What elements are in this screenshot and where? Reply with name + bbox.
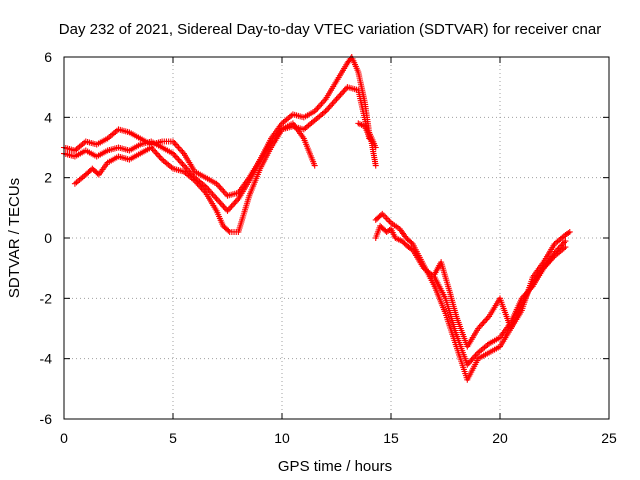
- data-point-fill: [337, 91, 344, 98]
- data-point: [566, 228, 573, 235]
- data-point: [224, 207, 231, 214]
- data-point-fill: [386, 218, 393, 225]
- y-tick-label: 0: [44, 230, 52, 246]
- grid: [64, 57, 609, 419]
- data-point-fill: [227, 204, 234, 211]
- y-tick-label: 4: [44, 109, 52, 125]
- data-point: [333, 96, 340, 103]
- data-point-fill: [328, 102, 335, 109]
- data-point-fill: [152, 149, 159, 156]
- data-point-fill: [172, 141, 179, 148]
- data-point-fill: [174, 155, 181, 162]
- x-tick-label: 0: [60, 430, 68, 446]
- data-point-fill: [471, 354, 478, 361]
- data-point: [562, 238, 569, 245]
- data-point-fill: [179, 161, 186, 168]
- data-point-fill: [228, 203, 235, 210]
- data-point-fill: [408, 239, 415, 246]
- data-point-fill: [217, 200, 224, 207]
- x-tick-label: 15: [383, 430, 399, 446]
- data-point-fill: [156, 153, 163, 160]
- data-point-fill: [219, 201, 226, 208]
- data-point-fill: [175, 156, 182, 163]
- y-tick-label: -6: [40, 411, 53, 427]
- data-point-fill: [229, 201, 236, 208]
- data-point-fill: [204, 185, 211, 192]
- data-point-fill: [338, 90, 345, 97]
- data-point-fill: [314, 105, 321, 112]
- data-point-fill: [477, 322, 484, 329]
- y-tick-label: 2: [44, 170, 52, 186]
- data-point-fill: [175, 144, 182, 151]
- data-point-fill: [334, 94, 341, 101]
- data-point-fill: [178, 159, 185, 166]
- data-point-fill: [220, 188, 227, 195]
- data-point-fill: [217, 185, 224, 192]
- y-tick-label: 6: [44, 49, 52, 65]
- data-point-fill: [483, 316, 490, 323]
- data-point-fill: [325, 105, 332, 112]
- data-point-fill: [216, 198, 223, 205]
- data-point-fill: [317, 102, 324, 109]
- data-point-fill: [380, 212, 387, 219]
- data-point-fill: [329, 100, 336, 107]
- data-point-fill: [225, 206, 232, 213]
- data-point-fill: [315, 103, 322, 110]
- data-point-fill: [323, 106, 330, 113]
- data-point-fill: [157, 155, 164, 162]
- data-point: [180, 162, 187, 169]
- data-point-fill: [219, 186, 226, 193]
- data-point-fill: [221, 204, 228, 211]
- data-point-fill: [178, 147, 185, 154]
- x-tick-label: 5: [169, 430, 177, 446]
- data-point: [372, 162, 379, 169]
- data-point-fill: [336, 93, 343, 100]
- x-tick-label: 25: [601, 430, 617, 446]
- y-tick-label: -4: [40, 351, 53, 367]
- data-point-fill: [216, 183, 223, 190]
- x-tick-label: 10: [274, 430, 290, 446]
- y-tick-label: -2: [40, 290, 53, 306]
- data-point-fill: [225, 227, 232, 234]
- data-point-fill: [199, 186, 206, 193]
- data-point-fill: [214, 197, 221, 204]
- data-point-fill: [383, 215, 390, 222]
- x-tick-label: 20: [492, 430, 508, 446]
- chart-title: Day 232 of 2021, Sidereal Day-to-day VTE…: [59, 21, 601, 38]
- data-point-fill: [332, 97, 339, 104]
- data-point-fill: [319, 99, 326, 106]
- data-point: [213, 195, 220, 202]
- x-axis-label: GPS time / hours: [278, 458, 392, 475]
- data-point-fill: [326, 103, 333, 110]
- data-point-fill: [480, 319, 487, 326]
- data-point-fill: [479, 320, 486, 327]
- data-point-fill: [385, 216, 392, 223]
- data-point: [311, 162, 318, 169]
- data-point-fill: [176, 146, 183, 153]
- data-point-fill: [171, 139, 178, 146]
- y-axis-label: SDTVAR / TECUs: [6, 178, 23, 298]
- data-point-fill: [340, 88, 347, 95]
- data-point-fill: [153, 150, 160, 157]
- data-point-fill: [220, 203, 227, 210]
- data-point-fill: [318, 100, 325, 107]
- data-point-fill: [330, 99, 337, 106]
- data-points: [61, 54, 573, 383]
- data-point-fill: [232, 198, 239, 205]
- data-point-fill: [174, 142, 181, 149]
- data-point-fill: [155, 152, 162, 159]
- data-point-fill: [482, 317, 489, 324]
- data-point-fill: [206, 188, 213, 195]
- data-point-fill: [212, 194, 219, 201]
- data-point-fill: [182, 164, 189, 171]
- data-point-fill: [467, 358, 474, 365]
- data-point-fill: [231, 200, 238, 207]
- data-point-fill: [149, 146, 156, 153]
- data-point: [562, 244, 569, 251]
- data-point-fill: [172, 153, 179, 160]
- data-point-fill: [176, 158, 183, 165]
